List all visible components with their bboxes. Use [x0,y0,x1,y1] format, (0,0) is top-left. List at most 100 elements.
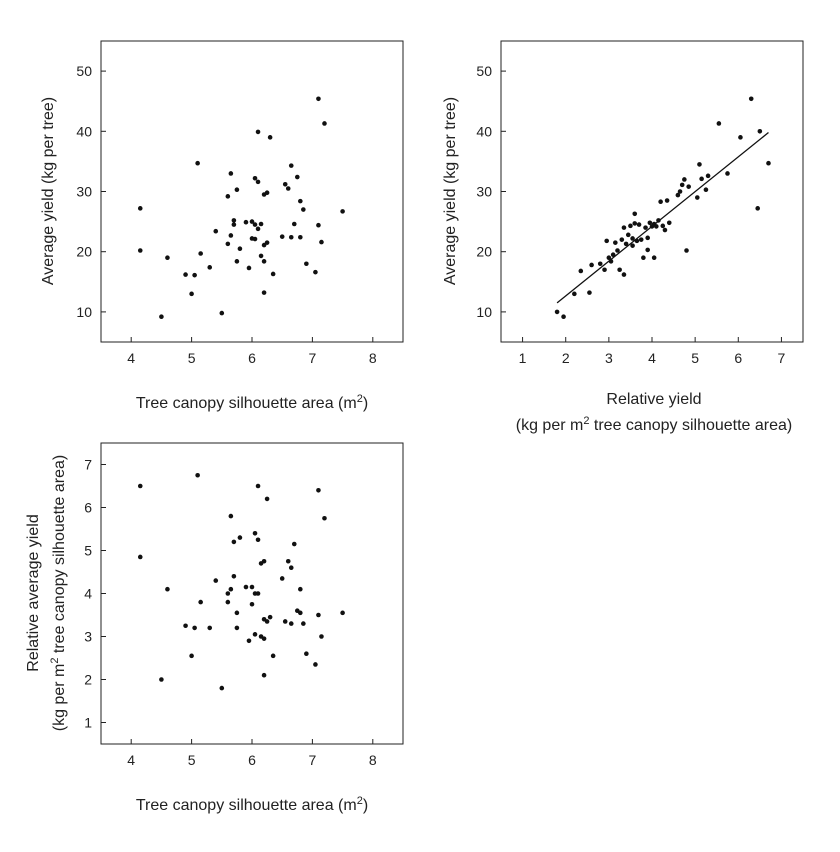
panel-c-point [298,586,303,592]
panel-a-point [261,259,267,264]
panel-c-xtick-label: 8 [369,752,377,768]
panel-b-point [682,177,687,182]
panel-a-point [225,194,231,199]
panel-c-point [207,625,213,631]
panel-b-frame [500,40,804,343]
panel-c-xtick-label: 7 [309,752,317,768]
panel-b-point [699,176,704,182]
panel-b-point [645,235,650,241]
panel-b-point [613,240,618,245]
panel-c-point [252,531,258,536]
panel-b-point [630,236,635,241]
panel-b-ytick-label: 20 [476,244,492,260]
panel-b-point [662,227,668,233]
panel-b-points [554,96,771,320]
panel-b-point [615,248,620,253]
panel-c-point [137,483,143,489]
panel-c-point [282,619,288,624]
panel-b-ytick-label: 10 [476,304,492,320]
panel-c-point [195,472,200,478]
panel-a-point [219,310,225,316]
panel-b-ylabel: Average yield (kg per tree) [442,97,459,285]
panel-a-point [267,135,273,140]
panel-b-point [656,218,661,223]
panel-a-point [270,271,276,277]
panel-a-point [255,129,261,135]
panel-c-point [279,576,285,581]
panel-c-point [264,619,270,624]
panel-a-point [261,290,267,295]
panel-b-point [602,267,607,273]
panel-c-point [304,651,309,656]
panel-a-point [295,174,300,180]
panel-b-point [578,268,584,274]
panel-c-point [252,632,258,637]
panel-c-frame [100,442,404,745]
panel-b-point [695,195,700,200]
panel-c-point [234,625,240,631]
panel-c-point [288,565,294,570]
panel-a-point [288,163,294,168]
panel-a-point [198,251,203,256]
panel-b-fit-line [556,131,769,304]
panel-b-ytick-label: 40 [476,123,492,139]
panel-a-point [234,187,240,192]
panel-a-point [252,222,258,227]
panel-b-xtick-label: 1 [519,350,527,366]
panel-b-point [697,162,702,167]
panel-b-xtick-label: 3 [605,350,613,366]
panel-c-point [313,662,318,667]
panel-a-point [195,160,200,166]
panel-a-point [255,179,261,185]
panel-b-point [684,248,689,253]
panel-a-point [192,272,197,278]
panel-a-point [189,291,194,297]
panel-b-point [628,223,633,229]
panel-a-ytick-label: 30 [76,184,92,200]
panel-a-point [231,218,237,223]
panel-a-point [252,175,258,181]
panel-a-point [264,190,270,196]
panel-c-point [255,591,261,596]
panel-c-point [255,537,261,543]
panel-b-point [677,189,683,194]
panel-c-point [316,612,321,618]
panel-b-xlabel-line2: (kg per m2 tree canopy silhouette area) [516,415,793,434]
panel-b-point [660,223,666,229]
panel-b-point [625,232,631,238]
panel-c: 4 5 6 7 8 1 2 3 4 5 6 7 Tree canopy silhouette area… [25,442,404,814]
panel-b-point [623,241,629,247]
panel-c-point [165,586,170,592]
panel-a-point [165,255,170,261]
panel-a-point [298,198,303,204]
panel-b-point [725,171,730,176]
panel-b-xtick-label: 4 [648,350,656,366]
panel-b-point [617,267,622,273]
panel-c-point [189,653,194,659]
panel-a-point [282,181,288,187]
panel-c-ytick-label: 3 [84,629,92,645]
panel-b-point [651,255,657,261]
panel-c-ylabel-line2: (kg per m2 tree canopy silhouette area) [49,455,68,732]
panel-b-point [632,211,638,217]
panel-a-point [225,241,231,247]
panel-a-point [340,209,345,214]
panel-a-point [137,248,143,253]
panel-a-point [207,265,213,270]
panel-b-point [621,272,627,277]
panel-a-point [228,233,234,238]
panel-b-xlabel: Relative yield [606,391,701,408]
panel-a-point [288,234,294,240]
panel-a-point [234,259,240,264]
panel-b-xtick-label: 5 [691,350,699,366]
panel-a-point [301,207,306,212]
panel-b-point [597,261,603,267]
panel-b-ytick-label: 30 [476,184,492,200]
panel-c-point [249,584,255,590]
panel-b-point [755,206,760,211]
panel-c-point [261,636,267,641]
panel-b-point [604,238,609,244]
panel-b-point [738,135,743,140]
panel-a-xtick-label: 4 [127,350,135,366]
